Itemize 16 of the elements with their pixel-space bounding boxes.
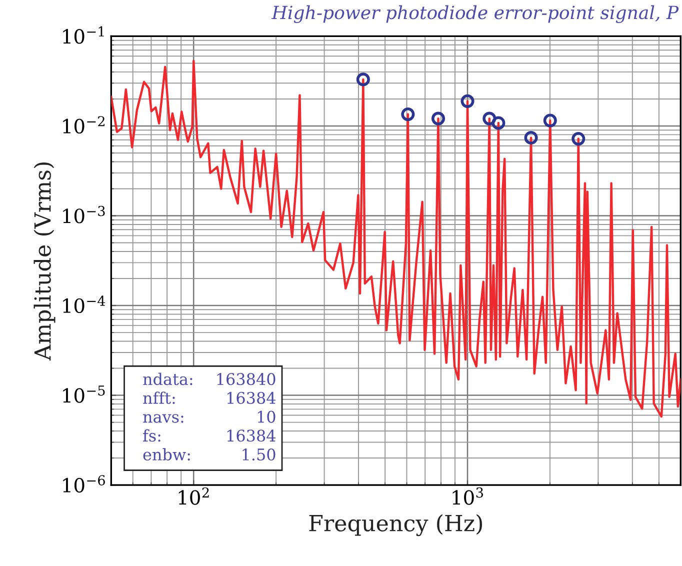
x-tick-label: 10$^{2}$ [178, 487, 209, 505]
y-tick-label: 10$^{−3}$ [63, 206, 105, 224]
y-tick-label: 10$^{−4}$ [63, 296, 106, 314]
y-tick-label: 10$^{−5}$ [63, 386, 105, 403]
y-axis-title: Amplitude (Vrms) [34, 162, 56, 361]
y-tick-label: 10$^{−2}$ [63, 116, 104, 134]
x-tick-label: 10$^{3}$ [452, 487, 483, 505]
y-tick-label: 10$^{−1}$ [63, 26, 104, 44]
text: ndata: 163840 [143, 372, 276, 386]
text: nfft: 16384 [143, 392, 276, 404]
text: fs: 16384 [143, 429, 276, 442]
text: enbw: 1.50 [143, 448, 276, 461]
x-axis-title: Frequency (Hz) [309, 514, 482, 536]
y-tick-label: 10$^{−6}$ [63, 475, 105, 493]
chart-title: High-power photodiode error-point signal, P [271, 5, 679, 24]
text: navs: 10 [143, 410, 276, 423]
